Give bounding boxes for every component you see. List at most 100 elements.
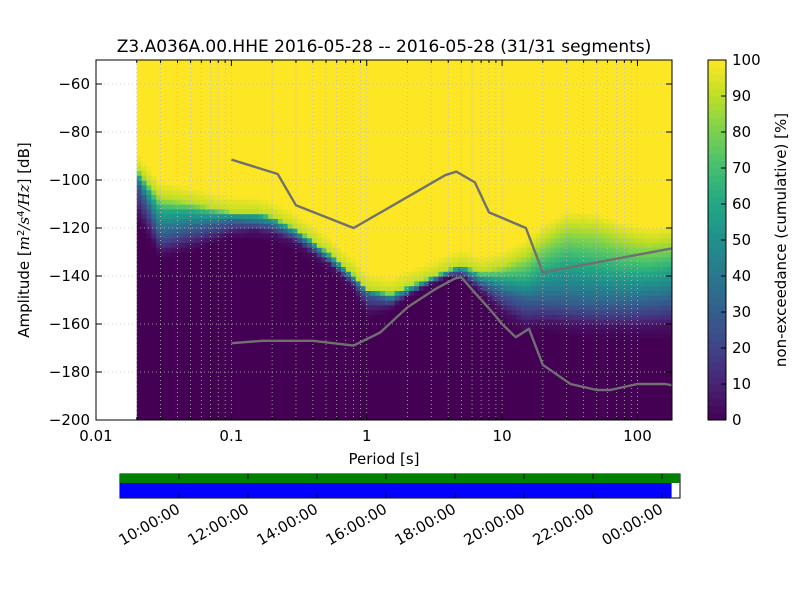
heatmap-cell	[141, 280, 148, 287]
heatmap-cell	[234, 103, 240, 109]
heatmap-cell	[156, 242, 162, 248]
heatmap-cell	[428, 64, 435, 71]
heatmap-cell	[375, 108, 381, 114]
heatmap-cell	[311, 314, 318, 320]
heatmap-cell	[136, 343, 143, 349]
heatmap-cell	[151, 256, 157, 263]
heatmap-cell	[457, 309, 464, 315]
heatmap-cell	[282, 386, 289, 392]
heatmap-cell	[360, 189, 367, 195]
heatmap-cell	[341, 304, 347, 311]
heatmap-cell	[453, 151, 459, 157]
heatmap-cell	[409, 396, 415, 402]
heatmap-cell	[423, 261, 430, 267]
heatmap-cell	[297, 300, 303, 306]
heatmap-cell	[297, 352, 303, 359]
heatmap-cell	[350, 386, 357, 392]
heatmap-cell	[389, 372, 396, 378]
heatmap-cell	[355, 64, 362, 71]
heatmap-cell	[224, 396, 230, 402]
heatmap-cell	[180, 74, 187, 80]
heatmap-cell	[345, 338, 352, 344]
heatmap-cell	[175, 319, 182, 325]
heatmap-cell	[375, 386, 381, 392]
heatmap-cell	[297, 400, 303, 407]
heatmap-cell	[311, 381, 318, 387]
heatmap-cell	[180, 112, 187, 119]
heatmap-cell	[238, 103, 245, 109]
heatmap-cell	[399, 276, 405, 282]
heatmap-cell	[297, 280, 303, 287]
heatmap-cell	[448, 146, 454, 152]
heatmap-cell	[355, 285, 362, 291]
heatmap-cell	[448, 285, 454, 291]
heatmap-cell	[277, 79, 284, 85]
heatmap-cell	[307, 141, 313, 147]
heatmap-cell	[263, 405, 269, 411]
heatmap-cell	[297, 127, 303, 133]
heatmap-cell	[375, 194, 381, 200]
heatmap-cell	[433, 314, 440, 320]
heatmap-cell	[136, 386, 143, 392]
heatmap-cell	[409, 156, 415, 162]
heatmap-cell	[384, 343, 391, 349]
heatmap-cell	[287, 103, 294, 109]
heatmap-cell	[234, 218, 240, 224]
heatmap-cell	[248, 396, 255, 402]
heatmap-cell	[234, 228, 240, 234]
heatmap-cell	[307, 309, 313, 315]
heatmap-cell	[141, 285, 148, 291]
heatmap-cell	[370, 247, 376, 253]
heatmap-cell	[307, 108, 313, 114]
heatmap-cell	[219, 199, 225, 205]
heatmap-cell	[253, 400, 259, 407]
heatmap-cell	[316, 64, 323, 71]
heatmap-cell	[292, 256, 298, 263]
heatmap-cell	[360, 280, 367, 287]
heatmap-cell	[243, 352, 250, 359]
heatmap-cell	[277, 372, 284, 378]
heatmap-cell	[277, 309, 284, 315]
heatmap-cell	[423, 271, 430, 277]
heatmap-cell	[253, 232, 259, 239]
heatmap-cell	[234, 84, 240, 90]
heatmap-cell	[229, 98, 235, 104]
heatmap-cell	[428, 324, 435, 330]
heatmap-cell	[453, 348, 459, 354]
heatmap-cell	[418, 194, 425, 200]
heatmap-cell	[423, 405, 430, 411]
heatmap-cell	[136, 304, 143, 311]
heatmap-cell	[287, 381, 294, 387]
heatmap-cell	[268, 103, 274, 109]
heatmap-cell	[195, 410, 201, 416]
heatmap-cell	[457, 319, 464, 325]
heatmap-cell	[292, 247, 298, 253]
heatmap-cell	[423, 376, 430, 383]
heatmap-cell	[399, 410, 405, 416]
heatmap-cell	[414, 314, 420, 320]
heatmap-cell	[414, 108, 420, 114]
heatmap-cell	[345, 266, 352, 272]
heatmap-cell	[443, 391, 449, 397]
heatmap-cell	[238, 338, 245, 344]
heatmap-cell	[224, 175, 230, 181]
heatmap-cell	[297, 69, 303, 75]
heatmap-cell	[180, 348, 187, 354]
heatmap-cell	[414, 213, 420, 219]
heatmap-cell	[234, 93, 240, 99]
heatmap-cell	[170, 156, 177, 162]
heatmap-cell	[243, 60, 250, 66]
heatmap-cell	[438, 400, 444, 407]
heatmap-cell	[224, 132, 230, 138]
heatmap-cell	[307, 300, 313, 306]
heatmap-cell	[136, 165, 143, 171]
heatmap-cell	[360, 352, 367, 359]
heatmap-cell	[136, 333, 143, 339]
heatmap-cell	[418, 69, 425, 75]
heatmap-cell	[238, 223, 245, 229]
heatmap-cell	[209, 122, 216, 128]
heatmap-cell	[180, 151, 187, 157]
heatmap-cell	[272, 314, 279, 320]
heatmap-cell	[151, 69, 157, 75]
heatmap-cell	[277, 247, 284, 253]
